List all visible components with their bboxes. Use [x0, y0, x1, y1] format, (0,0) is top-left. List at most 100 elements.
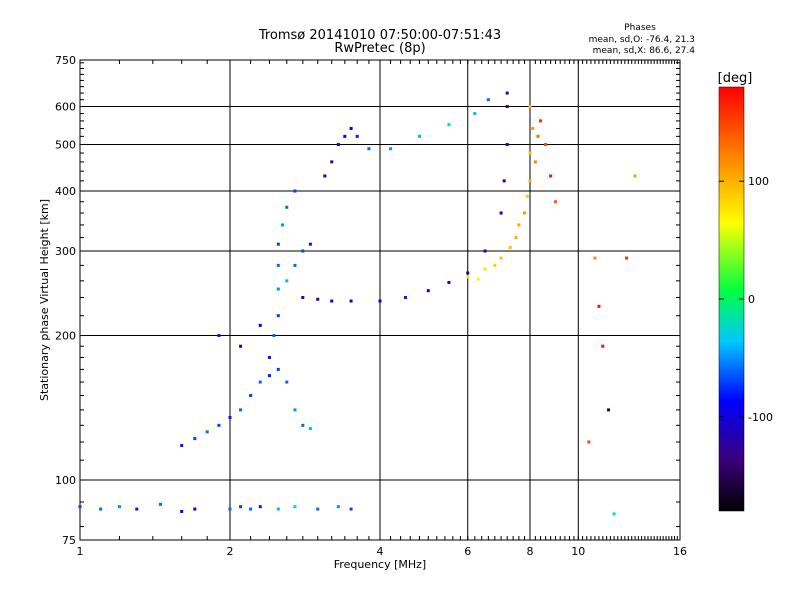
data-point	[633, 174, 637, 178]
data-point	[553, 200, 557, 204]
data-point	[493, 263, 497, 267]
data-point	[301, 296, 305, 300]
data-point	[276, 263, 280, 267]
data-point	[528, 151, 532, 155]
data-point	[355, 134, 359, 138]
data-point	[308, 242, 312, 246]
x-tick-label: 16	[673, 545, 687, 558]
data-point	[593, 256, 597, 260]
y-tick-label: 400	[55, 185, 76, 198]
data-point	[505, 105, 509, 109]
data-point	[476, 277, 480, 281]
data-point	[349, 299, 353, 303]
data-point	[301, 423, 305, 427]
chart-subtitle: RwPretec (8p)	[334, 41, 425, 56]
data-point	[612, 512, 616, 516]
data-point	[330, 160, 334, 164]
data-point	[587, 440, 591, 444]
data-point	[330, 299, 334, 303]
colorbar-label: [deg]	[718, 71, 753, 86]
data-point	[281, 223, 285, 227]
x-tick-label: 4	[377, 545, 384, 558]
data-point	[117, 505, 121, 509]
data-point	[426, 289, 430, 293]
data-point	[135, 507, 139, 511]
data-point	[417, 134, 421, 138]
data-point	[158, 502, 162, 506]
y-tick-label: 600	[55, 101, 76, 114]
data-point	[267, 374, 271, 378]
data-point	[483, 249, 487, 253]
data-point	[316, 297, 320, 301]
data-point	[293, 189, 297, 193]
data-points	[78, 91, 637, 516]
data-point	[533, 160, 537, 164]
y-axis-label: Stationary phase Virtual Height [km]	[38, 199, 51, 401]
y-tick-label: 200	[55, 330, 76, 343]
data-point	[597, 304, 601, 308]
data-point	[272, 334, 276, 338]
data-point	[447, 280, 451, 284]
y-tick-labels: 75 100 200 300 400 500 600 750	[55, 54, 76, 547]
phase-stats-heading: Phases	[624, 23, 656, 33]
data-point	[536, 134, 540, 138]
data-point	[486, 98, 490, 102]
data-point	[99, 507, 103, 511]
data-point	[180, 444, 184, 448]
x-tick-label: 8	[527, 545, 534, 558]
x-tick-label: 6	[464, 545, 471, 558]
data-point	[349, 126, 353, 130]
data-point	[293, 408, 297, 412]
data-point	[249, 507, 253, 511]
colorbar-tick-label: -100	[748, 411, 773, 424]
data-point	[499, 211, 503, 215]
data-point	[336, 143, 340, 147]
data-point	[466, 271, 470, 275]
data-point	[217, 334, 221, 338]
data-point	[293, 263, 297, 267]
data-point	[607, 408, 611, 412]
x-tick-label: 1	[77, 545, 84, 558]
data-point	[285, 279, 289, 283]
data-point	[466, 275, 470, 279]
data-point	[389, 147, 393, 151]
data-point	[258, 505, 262, 509]
data-point	[528, 105, 532, 109]
data-point	[285, 205, 289, 209]
data-point	[473, 112, 477, 116]
data-point	[528, 179, 532, 183]
plot-frame-group: 1 2 4 6 8 10 16 75 100 200 300 400 500 600 750	[55, 54, 687, 558]
y-tick-label: 100	[55, 474, 76, 487]
data-point	[517, 223, 521, 227]
data-point	[293, 505, 297, 509]
data-point	[258, 380, 262, 384]
chart-title: Tromsø 20141010 07:50:00-07:51:43	[258, 28, 501, 43]
data-point	[539, 119, 543, 123]
x-tick-labels: 1 2 4 6 8 10 16	[77, 545, 688, 558]
y-tick-label: 500	[55, 139, 76, 152]
data-point	[316, 507, 320, 511]
data-point	[403, 296, 407, 300]
data-point	[78, 505, 82, 509]
phase-stats-x: mean, sd,X: 86.6, 27.4	[593, 46, 696, 56]
x-tick-label: 2	[227, 545, 234, 558]
x-axis-label: Frequency [MHz]	[334, 558, 426, 571]
data-point	[276, 242, 280, 246]
data-point	[217, 423, 221, 427]
data-point	[601, 344, 605, 348]
data-point	[205, 430, 209, 434]
data-point	[505, 143, 509, 147]
data-point	[249, 394, 253, 398]
colorbar-tick-label: 100	[748, 175, 769, 188]
data-point	[308, 427, 312, 431]
data-point	[239, 344, 243, 348]
data-point	[343, 134, 347, 138]
data-point	[323, 174, 327, 178]
data-point	[239, 408, 243, 412]
data-point	[267, 355, 271, 359]
data-point	[276, 287, 280, 291]
data-point	[505, 91, 509, 95]
phase-stats-o: mean, sd,O: -76.4, 21.3	[589, 35, 695, 45]
data-point	[301, 249, 305, 253]
